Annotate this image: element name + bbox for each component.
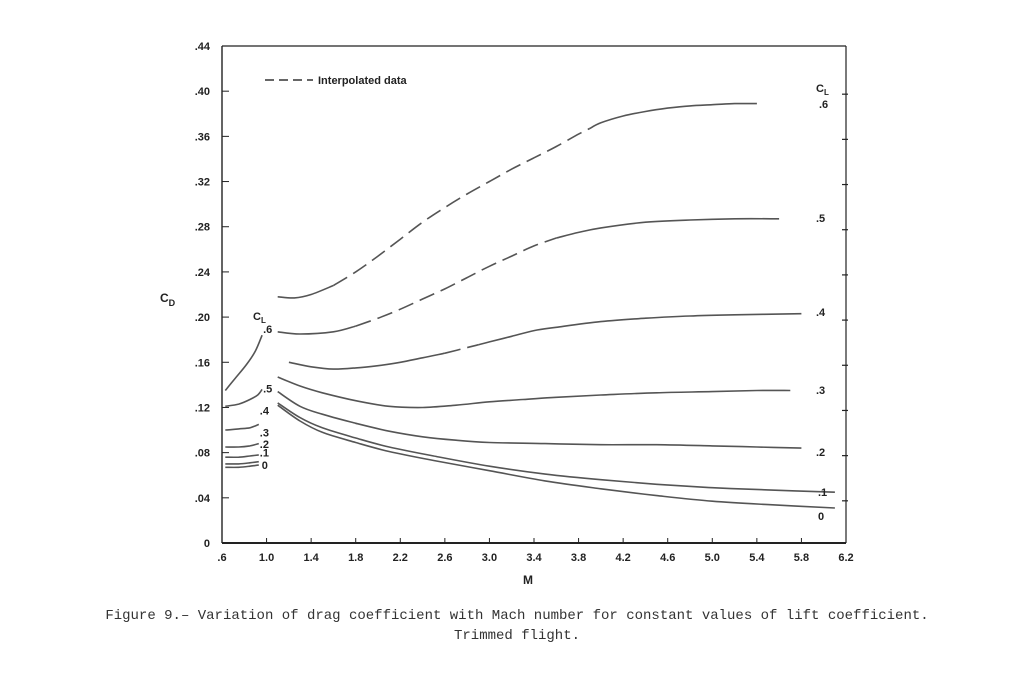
x-tick-label: 6.2 (838, 552, 853, 564)
figure-caption-line1: Figure 9.– Variation of drag coefficient… (105, 608, 929, 624)
series-line (225, 464, 259, 469)
series-line-interpolated (444, 344, 479, 354)
series-line (277, 284, 334, 299)
subsonic-cl-0 (225, 464, 259, 469)
right-cl-label: .3 (816, 385, 825, 397)
subsonic-cl-label: .4 (260, 405, 270, 417)
x-tick-label: 3.0 (482, 552, 497, 564)
subsonic-cl-5 (225, 388, 263, 408)
cl-header-left: CL (253, 311, 266, 325)
y-tick-label: .32 (195, 177, 210, 189)
right-cl-label: .4 (816, 307, 826, 319)
subsonic-cl-label: .3 (260, 428, 269, 440)
y-tick-label: .16 (195, 357, 210, 369)
series-line (225, 460, 259, 465)
x-tick-label: 5.0 (705, 552, 720, 564)
subsonic-cl-1 (225, 460, 259, 465)
series-line (277, 376, 791, 409)
right-cl-label: 0 (818, 511, 824, 523)
series-line (556, 217, 780, 239)
y-tick-label: .04 (195, 493, 211, 505)
series-line (224, 334, 263, 392)
y-tick-label: 0 (204, 538, 210, 550)
series-line (288, 352, 446, 370)
x-tick-label: 1.8 (348, 552, 363, 564)
x-tick-label: 2.2 (393, 552, 408, 564)
y-axis-title: CD (160, 291, 176, 308)
x-axis-title: M (523, 573, 533, 587)
subsonic-cl-label: .5 (263, 383, 272, 395)
series-line (277, 390, 802, 449)
subsonic-cl-3 (225, 442, 260, 448)
series-line (277, 402, 835, 493)
series-line (225, 423, 260, 431)
supersonic-cl-1 (277, 402, 835, 493)
series-line (225, 388, 263, 408)
subsonic-cl-label: .2 (260, 439, 269, 451)
right-cl-label: .2 (816, 447, 825, 459)
y-tick-label: .40 (195, 86, 210, 98)
axes (221, 45, 847, 544)
series-line (589, 102, 757, 130)
series-line (225, 442, 260, 448)
y-tick-label: .08 (195, 448, 210, 460)
series-line-interpolated (332, 127, 591, 287)
cd-vs-mach-chart: .6 1.0 1.4 1.8 2.2 2.6 3.0 3.4 3.8 4.2 4.6 5.0 5.4 5.… (160, 41, 854, 587)
svg-text:CL: CL (253, 311, 266, 325)
series-line (277, 404, 835, 509)
svg-text:CL: CL (816, 83, 829, 97)
y-tick-label: .44 (195, 41, 211, 53)
subsonic-cl-4 (225, 423, 260, 431)
y-tick-label: .24 (195, 267, 211, 279)
supersonic-cl-2 (277, 390, 802, 449)
x-tick-label: 3.8 (571, 552, 586, 564)
right-cl-label: .5 (816, 213, 825, 225)
x-ticks: .6 1.0 1.4 1.8 2.2 2.6 3.0 3.4 3.8 4.2 4.6 5.0 5.4 5.… (217, 538, 854, 564)
series-line-interpolated (355, 237, 557, 327)
y-ticks: 0 .04 .08 .12 .16 .20 .24 .28 .32 .36 .40 .44 (195, 41, 229, 550)
supersonic-cl-4 (288, 312, 802, 370)
x-tick-label: 5.8 (794, 552, 809, 564)
legend: Interpolated data (265, 75, 408, 87)
right-cl-label: .6 (819, 99, 828, 111)
x-tick-label: 5.4 (749, 552, 765, 564)
subsonic-cl-label: .1 (260, 448, 269, 460)
y-tick-label: .20 (195, 312, 210, 324)
subsonic-cl-label: 0 (262, 460, 268, 472)
supersonic-cl-6 (277, 102, 757, 299)
x-tick-label: 4.6 (660, 552, 675, 564)
curves (224, 102, 835, 509)
supersonic-cl-5 (277, 217, 780, 335)
right-ticks (842, 93, 848, 502)
x-tick-label: 3.4 (526, 552, 542, 564)
figure-caption-line2: Trimmed flight. (453, 628, 581, 644)
series-line (225, 454, 259, 459)
subsonic-cl-6 (224, 334, 263, 392)
cl-labels: .6.5.4.3.2.10.6.5.4.3.2.10 (260, 99, 828, 523)
series-line (478, 312, 802, 346)
x-tick-label: 4.2 (615, 552, 630, 564)
subsonic-cl-label: .6 (263, 324, 272, 336)
y-tick-label: .12 (195, 402, 210, 414)
y-tick-label: .36 (195, 131, 210, 143)
legend-label: Interpolated data (318, 75, 408, 87)
series-line (277, 325, 356, 335)
x-tick-label: 1.0 (259, 552, 274, 564)
supersonic-cl-0 (277, 404, 835, 509)
y-tick-label: .28 (195, 222, 210, 234)
x-tick-label: 2.6 (437, 552, 452, 564)
right-cl-label: .1 (818, 487, 827, 499)
cl-header-right: CL (816, 83, 829, 97)
x-tick-label: .6 (217, 552, 226, 564)
supersonic-cl-3 (277, 376, 791, 409)
subsonic-cl-2 (225, 454, 259, 459)
x-tick-label: 1.4 (303, 552, 319, 564)
